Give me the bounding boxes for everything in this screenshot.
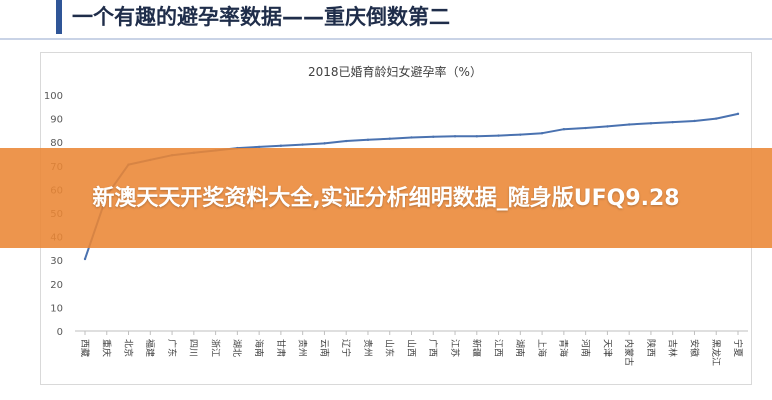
data-point xyxy=(410,136,413,139)
data-point xyxy=(519,133,522,136)
data-point xyxy=(671,120,674,124)
x-tick-label: 广东 xyxy=(166,339,178,357)
page-title: 一个有趣的避孕率数据——重庆倒数第二 xyxy=(72,5,450,29)
x-tick-label: 西藏 xyxy=(79,339,91,357)
x-tick-label: 湖南 xyxy=(514,339,526,357)
x-tick-label: 北京 xyxy=(122,339,134,357)
data-point xyxy=(345,139,348,143)
data-point xyxy=(453,135,457,138)
data-point xyxy=(301,143,304,146)
y-tick-label: 80 xyxy=(50,138,63,149)
data-point xyxy=(432,135,435,138)
x-tick-label: 重庆 xyxy=(101,339,113,357)
x-tick-label: 四川 xyxy=(188,339,198,357)
data-point xyxy=(540,132,544,135)
data-point xyxy=(584,126,587,130)
y-tick-label: 20 xyxy=(50,280,63,291)
x-tick-label: 山东 xyxy=(384,339,396,357)
heading-accent-bar xyxy=(56,0,62,34)
data-point xyxy=(475,135,478,138)
x-tick-label: 湖北 xyxy=(231,339,242,357)
data-point xyxy=(279,144,283,147)
x-tick-label: 陕西 xyxy=(645,339,657,357)
data-point xyxy=(627,123,631,126)
x-tick-label: 内蒙古 xyxy=(623,339,635,366)
data-point xyxy=(366,138,370,142)
data-point xyxy=(562,128,566,131)
data-point xyxy=(388,137,391,140)
x-tick-label: 青海 xyxy=(558,339,570,357)
data-point xyxy=(693,119,696,123)
data-point xyxy=(606,125,609,128)
x-tick-label: 黑龙江 xyxy=(710,339,722,366)
x-tick-label: 江西 xyxy=(492,339,503,357)
banner-text: 新澳天天开奖资料大全,实证分析细明数据_随身版UFQ9.28 xyxy=(92,185,680,211)
x-tick-label: 甘肃 xyxy=(275,339,287,357)
data-point xyxy=(257,145,261,149)
data-point xyxy=(715,117,718,120)
x-tick-label: 辽宁 xyxy=(340,339,352,357)
x-tick-label: 新疆 xyxy=(471,339,483,357)
x-tick-label: 福建 xyxy=(144,339,156,357)
x-tick-label: 贵州 xyxy=(297,339,309,357)
x-tick-label: 上海 xyxy=(536,339,548,357)
x-tick-label: 广西 xyxy=(427,339,439,357)
x-tick-label: 云南 xyxy=(318,339,330,357)
title-divider xyxy=(0,38,772,40)
data-point xyxy=(649,122,653,125)
x-tick-label: 天津 xyxy=(601,339,612,357)
x-tick-label: 吉林 xyxy=(667,339,679,357)
x-tick-label: 河南 xyxy=(579,339,591,357)
x-tick-label: 海南 xyxy=(253,339,265,357)
y-tick-label: 90 xyxy=(50,115,63,126)
y-tick-label: 0 xyxy=(57,327,63,338)
x-tick-label: 山西 xyxy=(405,339,416,357)
x-tick-label: 宁夏 xyxy=(732,339,744,357)
x-tick-label: 江苏 xyxy=(449,339,461,357)
x-tick-label: 浙江 xyxy=(209,339,221,357)
data-point xyxy=(497,134,500,137)
x-tick-label: 安徽 xyxy=(688,339,700,357)
y-tick-label: 30 xyxy=(50,256,63,267)
y-tick-label: 100 xyxy=(44,91,63,102)
data-point xyxy=(83,257,87,261)
y-tick-label: 10 xyxy=(50,303,63,314)
chart-title: 2018已婚育龄妇女避孕率（%） xyxy=(308,64,482,79)
x-tick-label: 贵州 xyxy=(362,339,374,357)
data-point xyxy=(736,112,740,116)
overlay-banner: 新澳天天开奖资料大全,实证分析细明数据_随身版UFQ9.28 xyxy=(0,148,772,248)
data-point xyxy=(323,142,326,145)
